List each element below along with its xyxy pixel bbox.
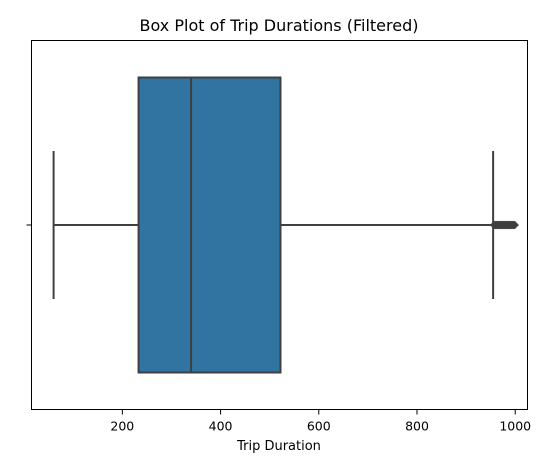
x-tick-label: 800 [405, 419, 429, 434]
iqr-box [137, 76, 282, 374]
x-tick-label: 1000 [499, 419, 531, 434]
outlier-point [510, 220, 519, 230]
x-axis-label: Trip Duration [236, 439, 321, 454]
chart-title: Box Plot of Trip Durations (Filtered) [140, 16, 419, 35]
x-tick-label: 200 [110, 419, 134, 434]
x-tick-label: 400 [209, 419, 233, 434]
x-tick-label: 600 [307, 419, 331, 434]
